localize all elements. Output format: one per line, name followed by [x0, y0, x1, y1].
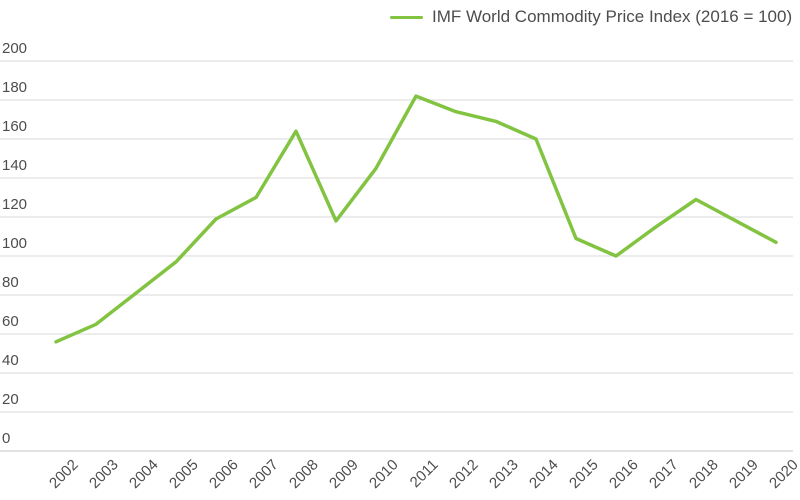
y-axis-tick-label: 40 — [2, 352, 19, 369]
y-axis-tick-label: 120 — [2, 196, 28, 213]
y-axis-tick-label: 80 — [2, 274, 19, 291]
legend[interactable]: IMF World Commodity Price Index (2016 = … — [390, 7, 792, 27]
y-axis-tick-label: 140 — [2, 157, 28, 174]
series-line-icon — [390, 15, 423, 19]
y-axis-tick-label: 160 — [2, 118, 28, 135]
commodity-index-line — [54, 94, 778, 344]
y-axis-tick-label: 20 — [2, 391, 19, 408]
y-axis-tick-label: 60 — [2, 313, 19, 330]
y-axis-tick-label: 100 — [2, 235, 28, 252]
y-axis-tick-label: 0 — [2, 430, 11, 447]
legend-label: IMF World Commodity Price Index (2016 = … — [432, 7, 793, 26]
y-axis-tick-label: 180 — [2, 79, 28, 96]
y-axis-tick-label: 200 — [2, 40, 28, 57]
